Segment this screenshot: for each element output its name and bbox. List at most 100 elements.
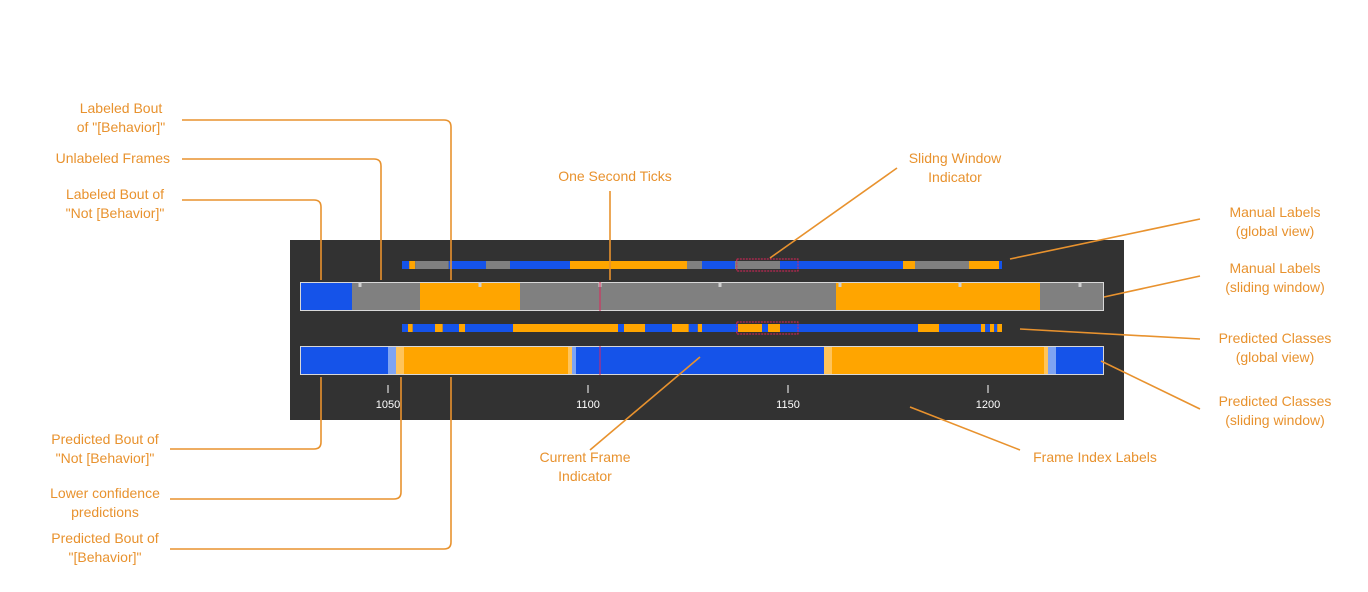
leader-line <box>1103 275 1201 298</box>
callout-line: Indicator <box>558 468 612 484</box>
callout-line: Predicted Bout of <box>51 431 159 447</box>
callout-lower-confidence: Lower confidence predictions <box>40 484 170 522</box>
callout-line: Predicted Bout of <box>51 530 159 546</box>
callout-line: Labeled Bout <box>79 100 163 116</box>
leader-line <box>1100 360 1201 410</box>
manual-labels-window-bar <box>300 282 1104 311</box>
global-predicted-segment-not-behavior <box>780 324 918 332</box>
callout-line: "[Behavior]" <box>68 549 142 565</box>
one-second-tick <box>838 282 842 287</box>
global-predicted-segment-behavior <box>513 324 618 332</box>
callout-line: "Not [Behavior]" <box>55 450 155 466</box>
predicted-segment-low-conf-behavior <box>824 346 832 375</box>
frame-axis: 1050 1100 1150 1200 <box>376 385 1000 411</box>
global-manual-segment-not-behavior <box>402 261 410 269</box>
callout-predicted-bout-behavior: Predicted Bout of "[Behavior]" <box>40 529 170 567</box>
predicted-segment-low-conf-not-behavior <box>388 346 396 375</box>
manual-segment-unlabeled <box>1040 282 1104 311</box>
callout-predicted-classes-global: Predicted Classes (global view) <box>1200 329 1350 367</box>
global-predicted-segment-behavior <box>697 324 702 332</box>
callout-line: of "[Behavior]" <box>76 119 166 135</box>
frame-tick-label: 1050 <box>376 399 400 411</box>
manual-segment-unlabeled <box>520 282 836 311</box>
global-predicted-segment-behavior <box>997 324 1002 332</box>
leader-line <box>589 356 701 451</box>
global-manual-segment-not-behavior <box>999 261 1002 269</box>
predicted-segment-low-conf-not-behavior <box>572 346 576 375</box>
callout-labeled-bout-not-behavior: Labeled Bout of "Not [Behavior]" <box>50 185 180 223</box>
predicted-segment-low-conf-behavior <box>568 346 572 375</box>
callout-line: Current Frame <box>539 449 631 465</box>
global-predicted-segment-not-behavior <box>985 324 990 332</box>
global-predicted-segment-behavior <box>672 324 689 332</box>
global-manual-segment-unlabeled <box>735 261 780 269</box>
global-predicted-segment-behavior <box>738 324 762 332</box>
global-predicted-segment-behavior <box>624 324 645 332</box>
callout-manual-labels-sliding: Manual Labels (sliding window) <box>1200 259 1350 297</box>
callout-line: Indicator <box>928 169 982 185</box>
predicted-segment-behavior <box>404 346 568 375</box>
callout-predicted-classes-sliding: Predicted Classes (sliding window) <box>1200 392 1350 430</box>
global-manual-segment-unlabeled <box>415 261 449 269</box>
global-manual-segment-not-behavior <box>510 261 570 269</box>
leader-line <box>909 406 1021 451</box>
callout-line: (sliding window) <box>1225 412 1325 428</box>
frame-tick-label: 1200 <box>976 399 1000 411</box>
global-predicted-segment-behavior <box>918 324 939 332</box>
global-manual-segment-behavior <box>969 261 999 269</box>
leader-line <box>170 377 322 450</box>
frame-tick-label: 1100 <box>576 399 600 411</box>
predicted-segment-behavior <box>832 346 1044 375</box>
global-predicted-segment-behavior <box>435 324 443 332</box>
leader-line <box>769 167 898 259</box>
frame-tick-label: 1150 <box>776 399 800 411</box>
global-predicted-segment-not-behavior <box>402 324 408 332</box>
one-second-tick <box>958 282 962 287</box>
callout-labeled-bout-behavior: Labeled Bout of "[Behavior]" <box>68 99 174 137</box>
predicted-global-bar <box>402 321 1002 335</box>
global-manual-segment-not-behavior <box>448 261 486 269</box>
callout-line: Unlabeled Frames <box>55 150 170 166</box>
callout-line: Manual Labels <box>1229 204 1321 220</box>
manual-segment-behavior <box>420 282 520 311</box>
callout-line: "Not [Behavior]" <box>65 205 165 221</box>
manual-segment-not-behavior <box>300 282 352 311</box>
callout-line: Frame Index Labels <box>1033 449 1157 465</box>
predicted-window-bar <box>300 346 1104 375</box>
global-predicted-segment-behavior <box>981 324 986 332</box>
callout-line: (global view) <box>1235 349 1315 365</box>
callout-line: Predicted Classes <box>1218 393 1332 409</box>
callout-one-second-ticks: One Second Ticks <box>530 167 700 186</box>
callout-sliding-window-indicator: Slidng Window Indicator <box>885 149 1025 187</box>
global-manual-segment-behavior <box>903 261 915 269</box>
manual-segment-behavior <box>836 282 1040 311</box>
global-predicted-segment-not-behavior <box>442 324 459 332</box>
global-manual-segment-unlabeled <box>687 261 702 269</box>
global-predicted-segment-not-behavior <box>939 324 981 332</box>
global-manual-segment-unlabeled <box>486 261 510 269</box>
one-second-tick <box>358 282 362 287</box>
one-second-tick <box>1078 282 1082 287</box>
leader-line <box>170 377 402 500</box>
callout-manual-labels-global: Manual Labels (global view) <box>1200 203 1350 241</box>
callout-frame-index-labels: Frame Index Labels <box>1015 448 1175 467</box>
predicted-segment-low-conf-not-behavior <box>1048 346 1056 375</box>
global-manual-segment-unlabeled <box>915 261 969 269</box>
global-predicted-segment-not-behavior <box>412 324 435 332</box>
global-predicted-segment-behavior <box>768 324 780 332</box>
global-predicted-segment-not-behavior <box>618 324 624 332</box>
global-predicted-segment-not-behavior <box>994 324 998 332</box>
global-manual-segment-not-behavior <box>780 261 903 269</box>
predicted-segment-not-behavior <box>576 346 824 375</box>
predicted-segment-not-behavior <box>1056 346 1104 375</box>
callout-predicted-bout-not-behavior: Predicted Bout of "Not [Behavior]" <box>40 430 170 468</box>
sliding-window-indicator <box>736 258 799 272</box>
annotation-leader-lines <box>170 119 1201 550</box>
global-manual-segment-not-behavior <box>702 261 735 269</box>
global-predicted-segment-not-behavior <box>645 324 672 332</box>
callout-line: (sliding window) <box>1225 279 1325 295</box>
callout-line: One Second Ticks <box>558 168 672 184</box>
predicted-segment-not-behavior <box>300 346 388 375</box>
global-predicted-segment-behavior <box>459 324 465 332</box>
